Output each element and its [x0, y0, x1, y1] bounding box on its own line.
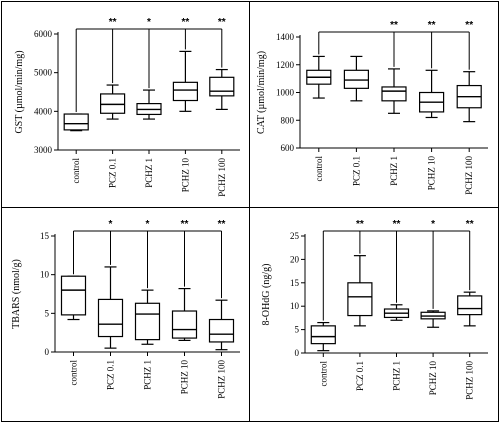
- box-plot: [310, 321, 336, 352]
- y-tick-label: 15: [290, 278, 300, 288]
- category-label: PCHZ 1: [143, 360, 153, 390]
- box-iqr: [171, 310, 198, 339]
- significance-label: *: [146, 219, 150, 230]
- box-plot: [381, 68, 407, 114]
- box-plot: [306, 55, 332, 99]
- box-plot: [97, 266, 124, 349]
- y-tick-label: 3000: [34, 145, 53, 155]
- significance-label: **: [218, 17, 226, 28]
- gst-chart: 3000 4000 5000 6000 GST (µmol/min/mg) control…: [14, 17, 240, 197]
- category-label: PCZ 0.1: [355, 361, 365, 391]
- significance-label: **: [390, 20, 398, 31]
- box-iqr: [99, 93, 126, 114]
- y-tick-label: 5: [295, 325, 300, 335]
- box-plot: [383, 304, 410, 321]
- box-iqr: [60, 275, 87, 316]
- box-iqr: [97, 298, 124, 338]
- y-axis-title: CAT (µmol/min/mg): [256, 51, 267, 134]
- box-iqr: [310, 325, 336, 345]
- tbars-chart: 0 5 10 15 TBARS (nmol/g) control PCZ 0.1 PCHZ 1…: [11, 219, 240, 399]
- significance-label: **: [109, 17, 117, 28]
- box-iqr: [208, 318, 235, 343]
- y-tick-label: 1400: [276, 32, 295, 42]
- box-plot: [456, 71, 482, 123]
- cat-chart: 600 800 1000 1200 1400 CAT (µmol/min/mg) contr…: [256, 20, 488, 195]
- category-label: PCHZ 100: [217, 158, 227, 197]
- category-label: PCZ 0.1: [106, 360, 116, 390]
- box-plot: [172, 50, 198, 112]
- box-iqr: [134, 302, 161, 341]
- y-tick-label: 5000: [34, 68, 53, 78]
- y-tick-label: 0: [295, 348, 300, 358]
- box-iqr: [172, 81, 198, 102]
- box-plot: [420, 310, 446, 328]
- box-plot: [457, 291, 483, 327]
- box-plot: [136, 89, 162, 120]
- y-tick-label: 600: [281, 143, 295, 153]
- category-label: control: [71, 158, 81, 184]
- significance-label: **: [181, 219, 189, 230]
- significance-label: **: [182, 17, 190, 28]
- box-plot: [343, 55, 369, 102]
- category-label: control: [69, 360, 79, 386]
- significance-label: **: [393, 219, 401, 230]
- box-plot: [419, 69, 445, 119]
- y-tick-label: 1200: [276, 60, 295, 70]
- y-axis-title: 8-OHdG (ng/g): [261, 264, 272, 326]
- category-label: PCZ 0.1: [108, 158, 118, 188]
- category-label: PCZ 0.1: [351, 156, 361, 186]
- box-plot: [347, 255, 373, 327]
- significance-label: **: [428, 20, 436, 31]
- y-tick-label: 6000: [34, 29, 53, 39]
- category-label: PCHZ 1: [389, 156, 399, 186]
- y-tick-label: 15: [40, 231, 50, 241]
- box-plot: [63, 113, 89, 132]
- category-label: PCHZ 100: [217, 360, 227, 399]
- box-plot: [171, 287, 198, 341]
- significance-label: **: [356, 219, 364, 230]
- category-label: PCHZ 10: [428, 361, 438, 396]
- category-label: PCHZ 10: [180, 158, 190, 193]
- category-label: PCHZ 10: [180, 360, 190, 395]
- y-tick-label: 10: [40, 270, 50, 280]
- category-label: PCHZ 1: [144, 158, 154, 188]
- box-plot: [209, 68, 235, 111]
- box-plot: [60, 275, 87, 321]
- significance-label: **: [466, 219, 474, 230]
- box-plot: [99, 84, 126, 120]
- y-axis-title: TBARS (nmol/g): [11, 259, 22, 329]
- y-tick-label: 25: [290, 231, 300, 241]
- category-label: PCHZ 1: [392, 361, 402, 391]
- box-iqr: [63, 113, 89, 131]
- box-iqr: [457, 295, 483, 316]
- significance-label: *: [147, 17, 151, 28]
- y-tick-label: 1000: [276, 88, 295, 98]
- y-tick-label: 4000: [34, 106, 53, 116]
- y-tick-label: 20: [290, 254, 300, 264]
- y-tick-label: 800: [281, 115, 295, 125]
- significance-label: *: [109, 219, 113, 230]
- ohdg-chart: 0 5 10 15 20 25 8-OHdG (ng/g) control PCZ 0.1 PCH…: [261, 219, 488, 400]
- category-label: PCHZ 100: [464, 156, 474, 195]
- significance-label: *: [431, 219, 435, 230]
- box-iqr: [347, 282, 373, 317]
- box-iqr: [209, 76, 235, 97]
- y-tick-label: 5: [45, 308, 50, 318]
- category-label: control: [318, 361, 328, 387]
- significance-label: **: [465, 20, 473, 31]
- box-iqr: [381, 86, 407, 102]
- y-axis-title: GST (µmol/min/mg): [14, 50, 25, 133]
- y-tick-label: 0: [45, 347, 50, 357]
- category-label: control: [314, 156, 324, 182]
- y-tick-label: 10: [290, 301, 300, 311]
- category-label: PCHZ 100: [465, 361, 475, 400]
- box-plot: [208, 299, 235, 351]
- category-label: PCHZ 10: [427, 156, 437, 191]
- box-plot: [134, 289, 161, 345]
- significance-label: **: [218, 219, 226, 230]
